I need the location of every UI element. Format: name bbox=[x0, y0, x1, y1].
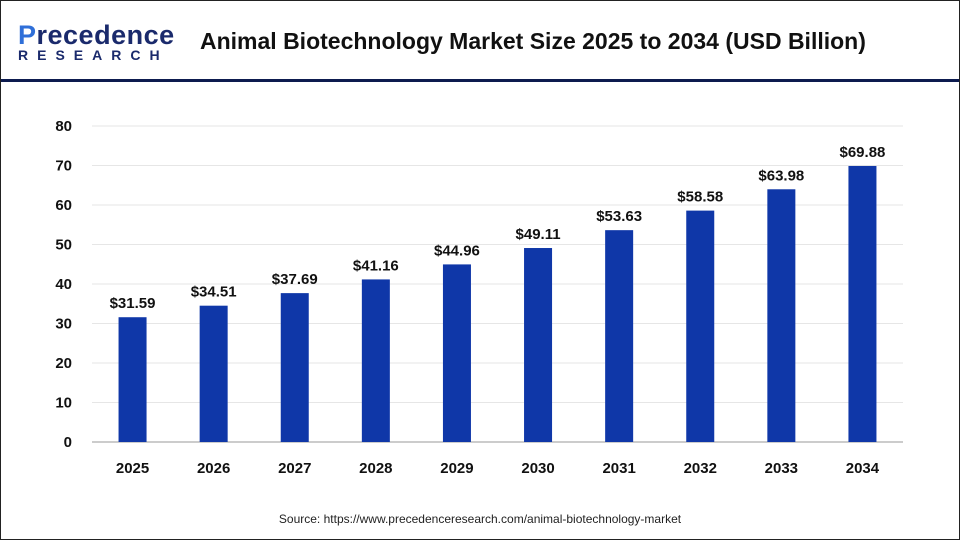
bar-2031 bbox=[605, 230, 634, 442]
x-tick-label: 2029 bbox=[440, 460, 473, 477]
logo-subtitle: RESEARCH bbox=[18, 47, 169, 63]
data-label: $69.88 bbox=[840, 144, 886, 161]
data-label: $31.59 bbox=[110, 295, 156, 312]
x-tick-label: 2030 bbox=[521, 460, 554, 477]
x-tick-label: 2027 bbox=[278, 460, 311, 477]
bar-2026 bbox=[199, 305, 228, 442]
bar-2030 bbox=[524, 248, 553, 442]
y-tick-label: 30 bbox=[55, 316, 72, 333]
data-label: $63.98 bbox=[758, 167, 804, 184]
logo-word: recedence bbox=[36, 20, 175, 50]
bar-2033 bbox=[767, 189, 796, 442]
y-tick-label: 60 bbox=[55, 197, 72, 214]
x-tick-label: 2028 bbox=[359, 460, 392, 477]
x-tick-label: 2034 bbox=[846, 460, 880, 477]
data-label: $41.16 bbox=[353, 257, 399, 274]
data-label: $37.69 bbox=[272, 271, 318, 288]
bar-2025 bbox=[118, 317, 147, 442]
data-label: $53.63 bbox=[596, 208, 642, 225]
y-tick-label: 80 bbox=[55, 118, 72, 135]
y-tick-label: 70 bbox=[55, 158, 72, 175]
data-label: $44.96 bbox=[434, 242, 480, 259]
y-tick-label: 40 bbox=[55, 276, 72, 293]
source-note: Source: https://www.precedenceresearch.c… bbox=[278, 512, 682, 526]
y-tick-label: 10 bbox=[55, 395, 72, 412]
bar-2034 bbox=[848, 165, 877, 442]
y-tick-label: 50 bbox=[55, 237, 72, 254]
x-tick-label: 2033 bbox=[765, 460, 798, 477]
x-tick-label: 2025 bbox=[116, 460, 149, 477]
x-tick-label: 2026 bbox=[197, 460, 230, 477]
data-label: $58.58 bbox=[677, 189, 723, 206]
logo-initial: P bbox=[18, 20, 37, 50]
chart-title: Animal Biotechnology Market Size 2025 to… bbox=[200, 28, 866, 54]
precedence-research-logo: Precedence RESEARCH bbox=[18, 20, 175, 63]
data-label: $49.11 bbox=[516, 226, 561, 243]
bar-2027 bbox=[280, 293, 309, 442]
bar-2032 bbox=[686, 210, 715, 442]
bar-2029 bbox=[442, 264, 471, 442]
data-label: $34.51 bbox=[191, 284, 237, 301]
x-tick-label: 2031 bbox=[602, 460, 635, 477]
bar-2028 bbox=[361, 279, 390, 442]
x-tick-label: 2032 bbox=[684, 460, 717, 477]
y-tick-label: 0 bbox=[64, 434, 72, 451]
header-divider bbox=[1, 79, 959, 82]
y-tick-label: 20 bbox=[55, 355, 72, 372]
